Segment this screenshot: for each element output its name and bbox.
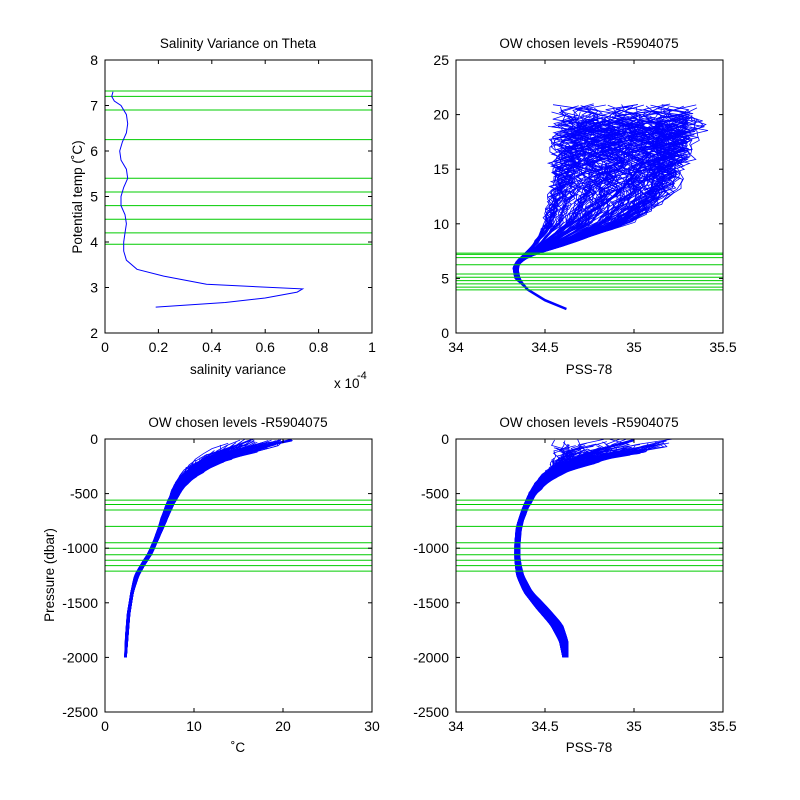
panel-salinity-pressure-title: OW chosen levels -R5904075 (499, 415, 678, 430)
x-tick-label-2: 34.5 (531, 339, 558, 355)
panel-salinity-pressure: OW chosen levels -R5904075 34 34.5 35 35.5 -… (413, 415, 737, 755)
y-tick-label-2: 3 (90, 280, 98, 296)
y-tick-label-6: 0 (441, 431, 449, 447)
x-tick-label-1: 34 (448, 339, 464, 355)
salinity-pressure-xlabel: PSS-78 (566, 740, 613, 755)
y-tick-label-6: 0 (90, 431, 98, 447)
y-tick-label-4: 15 (433, 161, 449, 177)
x-tick-label-2: 0.2 (149, 339, 169, 355)
salinity-variance-ylabel: Potential temp (˚C) (70, 140, 85, 253)
salinity-variance-line (111, 91, 305, 308)
temperature-pressure-axes-box (104, 438, 373, 713)
x-tick-label-4: 35.5 (709, 339, 736, 355)
y-tick-label-5: -500 (70, 486, 98, 502)
mean-profile-line (124, 438, 293, 658)
y-tick-label-2: -2000 (413, 649, 449, 665)
salinity-pressure-series (514, 438, 674, 658)
x-tick-label-1: 0 (101, 339, 109, 355)
x-tick-label-2: 10 (186, 718, 202, 734)
x-tick-label-1: 34 (448, 718, 464, 734)
salinity-pressure-axes-box (455, 438, 724, 713)
salinity-pressure-ticks: 34 34.5 35 35.5 -2500 -2000 -1500 -1000 -500 0 (413, 431, 737, 734)
y-tick-label-5: 20 (433, 107, 449, 123)
x-tick-label-5: 0.8 (309, 339, 329, 355)
profile-line-146 (518, 454, 625, 658)
x-tick-label-4: 35.5 (709, 718, 736, 734)
x-tick-label-3: 0.4 (202, 339, 222, 355)
x-tick-label-4: 30 (364, 718, 380, 734)
salinity-variance-exponent: -4 (357, 370, 367, 382)
y-tick-label-1: -2500 (413, 704, 449, 720)
x-tick-label-4: 0.6 (255, 339, 275, 355)
ts-diagram-ticks: 34 34.5 35 35.5 0 5 10 15 20 25 (433, 52, 736, 355)
salinity-variance-exponent-base: x 10 (334, 376, 360, 391)
y-tick-label-4: 5 (90, 189, 98, 205)
salinity-variance-series (111, 91, 305, 308)
temperature-pressure-ylabel: Pressure (dbar) (42, 528, 57, 622)
temperature-pressure-series (124, 438, 293, 658)
ts-diagram-xlabel: PSS-78 (566, 362, 613, 377)
y-tick-label-3: 4 (90, 234, 98, 250)
x-tick-label-3: 20 (275, 718, 291, 734)
ts-diagram-axes-box (455, 59, 724, 334)
panel-temperature-pressure-title: OW chosen levels -R5904075 (148, 415, 327, 430)
salinity-pressure-level-lines (456, 499, 723, 572)
salinity-variance-ticks: 0 0.2 0.4 0.6 0.8 1 2 3 4 5 6 7 8 (90, 52, 376, 355)
y-tick-label-6: 25 (433, 52, 449, 68)
y-tick-label-3: -1500 (62, 595, 98, 611)
salinity-variance-xlabel: salinity variance (190, 362, 286, 377)
profile-line-146 (125, 449, 261, 658)
temperature-pressure-level-lines (105, 499, 372, 572)
x-tick-label-3: 35 (626, 339, 642, 355)
temperature-pressure-ticks: 0 10 20 30 -2500 -2000 -1500 -1000 -500 0 (62, 431, 380, 734)
panel-salinity-variance-title: Salinity Variance on Theta (160, 36, 317, 51)
y-tick-label-3: -1500 (413, 595, 449, 611)
y-tick-label-2: -2000 (62, 649, 98, 665)
profile-line-150 (517, 458, 599, 658)
y-tick-label-2: 5 (441, 270, 449, 286)
y-tick-label-7: 8 (90, 52, 98, 68)
x-tick-label-6: 1 (368, 339, 376, 355)
panel-ts-diagram: OW chosen levels -R5904075 34 34.5 35 35.5 0… (433, 36, 736, 377)
x-tick-label-2: 34.5 (531, 718, 558, 734)
x-tick-label-3: 35 (626, 718, 642, 734)
profile-line-150 (517, 122, 688, 310)
temperature-pressure-xlabel: ˚C (231, 740, 245, 755)
panel-temperature-pressure: OW chosen levels -R5904075 0 10 20 30 -2500 -… (42, 415, 380, 755)
y-tick-label-4: -1000 (62, 540, 98, 556)
y-tick-label-4: -1000 (413, 540, 449, 556)
panel-ts-diagram-title: OW chosen levels -R5904075 (499, 36, 678, 51)
y-tick-label-1: -2500 (62, 704, 98, 720)
profile-line-148 (512, 104, 594, 310)
panel-salinity-variance: Salinity Variance on Theta 0 0.2 0.4 0.6 0.8… (70, 36, 376, 391)
y-tick-label-5: -500 (421, 486, 449, 502)
y-tick-label-3: 10 (433, 216, 449, 232)
y-tick-label-5: 6 (90, 143, 98, 159)
y-tick-label-1: 2 (90, 325, 98, 341)
y-tick-label-6: 7 (90, 98, 98, 114)
salinity-variance-level-lines (105, 90, 372, 245)
mean-profile-line (515, 438, 635, 658)
ts-diagram-level-lines (456, 252, 723, 291)
x-tick-label-1: 0 (101, 718, 109, 734)
y-tick-label-1: 0 (441, 325, 449, 341)
